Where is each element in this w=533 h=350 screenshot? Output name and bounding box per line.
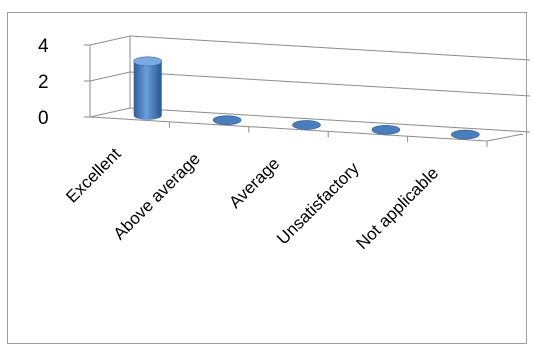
bars <box>133 56 480 140</box>
gridline-side <box>89 71 131 82</box>
bar <box>450 129 480 140</box>
x-tick-label: Average <box>225 154 283 212</box>
x-tick-label: Not applicable <box>353 164 443 254</box>
chart-area <box>7 12 527 344</box>
axes <box>84 36 524 147</box>
bar <box>371 124 401 135</box>
bar <box>292 120 321 130</box>
gridline-side <box>89 35 131 46</box>
y-tick-label: 0 <box>38 108 49 129</box>
y-tick-labels: 0 2 4 <box>38 36 49 129</box>
y-tick-label: 4 <box>38 36 49 57</box>
bar-base <box>371 124 401 135</box>
bar-base <box>212 115 242 125</box>
floor-edge <box>486 133 524 142</box>
x-tick-label: Unsatisfactory <box>273 158 363 248</box>
bar <box>212 115 242 125</box>
gridline <box>129 107 531 133</box>
y-tick-label: 2 <box>38 72 49 93</box>
bar <box>133 56 162 120</box>
bar-base <box>450 129 480 140</box>
gridlines <box>89 35 531 133</box>
bar-top <box>133 56 162 67</box>
gridline-side <box>89 107 131 118</box>
x-tick-label: Excellent <box>62 144 124 206</box>
gridline <box>129 71 531 97</box>
bar-base <box>292 120 321 130</box>
bar-body <box>133 61 162 120</box>
x-tick-label: Above average <box>110 149 204 243</box>
gridline <box>129 35 531 61</box>
x-axis <box>89 116 488 142</box>
